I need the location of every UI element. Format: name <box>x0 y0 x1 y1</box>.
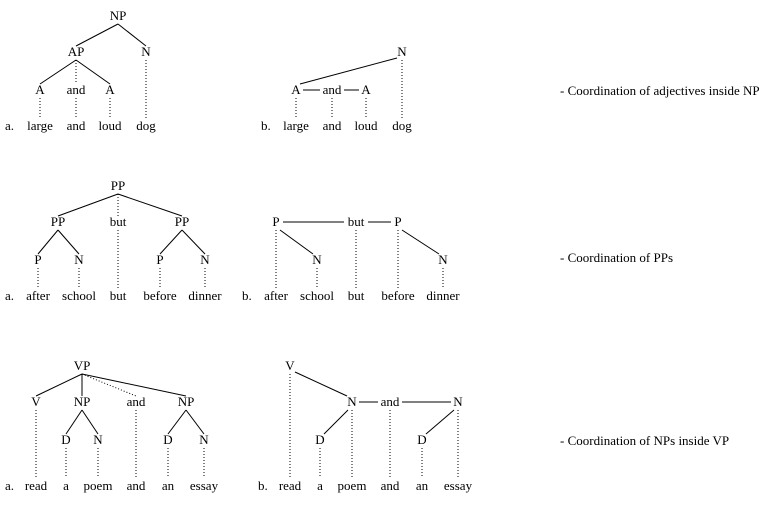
row2b-leaf-after: after <box>264 288 288 303</box>
row3b-N-left: N <box>347 394 357 409</box>
row3-caption: - Coordination of NPs inside VP <box>560 433 729 448</box>
row2a-leaf-dinner: dinner <box>188 288 222 303</box>
row3b-N-right: N <box>453 394 463 409</box>
row2-caption: - Coordination of PPs <box>560 250 673 265</box>
row2b-leaf-before: before <box>381 288 414 303</box>
row2b-leaf-but: but <box>348 288 365 303</box>
row2b-leaf-school: school <box>300 288 334 303</box>
row2a-leaf-after: after <box>26 288 50 303</box>
row2b-leaf-dinner: dinner <box>426 288 460 303</box>
row3a-D-left: D <box>61 432 70 447</box>
row3-tree-a: a. read a poem and an essay D N D N V NP… <box>5 358 219 493</box>
row2a-PP-root: PP <box>111 178 125 193</box>
row1b-and-mid: and <box>323 82 342 97</box>
row2a-leaf-but: but <box>110 288 127 303</box>
row1-tree-a: a. large and loud dog A and A AP N NP <box>5 8 156 133</box>
row2b-P-left: P <box>272 214 279 229</box>
row1a-NP-root: NP <box>110 8 127 23</box>
row2a-but-mid: but <box>110 214 127 229</box>
row3a-VP-root: VP <box>74 358 91 373</box>
row3a-leaf-read: read <box>25 478 48 493</box>
row1b-leaf-large: large <box>283 118 309 133</box>
row3-prefix-b: b. <box>258 478 268 493</box>
row3b-leaf-essay: essay <box>444 478 473 493</box>
row3b-leaf-read: read <box>279 478 302 493</box>
row3-prefix-a: a. <box>5 478 14 493</box>
row1-prefix-a: a. <box>5 118 14 133</box>
row2-tree-b: b. after school but before dinner N N P … <box>242 214 460 303</box>
row1a-N-top: N <box>141 44 151 59</box>
row3a-N-right: N <box>199 432 209 447</box>
row2b-N-left: N <box>312 252 322 267</box>
row2b-N-right: N <box>438 252 448 267</box>
row3a-leaf-and: and <box>127 478 146 493</box>
row3b-leaf-a: a <box>317 478 323 493</box>
row3b-D-right: D <box>417 432 426 447</box>
row3a-leaf-essay: essay <box>190 478 219 493</box>
row3b-V: V <box>285 358 295 373</box>
row1a-and-mid: and <box>67 82 86 97</box>
row3a-NP-left: NP <box>74 394 91 409</box>
row3a-leaf-poem: poem <box>84 478 113 493</box>
row1-caption: - Coordination of adjectives inside NP <box>560 83 760 98</box>
row3a-D-right: D <box>163 432 172 447</box>
row1b-leaf-and: and <box>323 118 342 133</box>
row3a-N-left: N <box>93 432 103 447</box>
row1-prefix-b: b. <box>261 118 271 133</box>
row3a-and-mid: and <box>127 394 146 409</box>
row1b-leaf-loud: loud <box>354 118 378 133</box>
row1a-leaf-loud: loud <box>98 118 122 133</box>
row1a-leaf-large: large <box>27 118 53 133</box>
row2b-P-right: P <box>394 214 401 229</box>
row1b-A-left: A <box>291 82 301 97</box>
row2a-PP-right: PP <box>175 214 189 229</box>
row2a-PP-left: PP <box>51 214 65 229</box>
row3b-D-left: D <box>315 432 324 447</box>
row3b-leaf-and: and <box>381 478 400 493</box>
row1b-N-top: N <box>397 44 407 59</box>
row3a-leaf-a: a <box>63 478 69 493</box>
row2a-N-left: N <box>74 252 84 267</box>
row1-tree-b: b. large and loud dog A and A N <box>261 44 412 133</box>
row1b-A-right: A <box>361 82 371 97</box>
row3b-leaf-an: an <box>416 478 429 493</box>
row1a-AP: AP <box>68 44 85 59</box>
row1a-leaf-and: and <box>67 118 86 133</box>
row1b-leaf-dog: dog <box>392 118 412 133</box>
row1a-A-right: A <box>105 82 115 97</box>
row2a-P-left: P <box>34 252 41 267</box>
row2-prefix-a: a. <box>5 288 14 303</box>
row3a-NP-right: NP <box>178 394 195 409</box>
row1a-leaf-dog: dog <box>136 118 156 133</box>
row2a-leaf-school: school <box>62 288 96 303</box>
row2b-but-mid: but <box>348 214 365 229</box>
row3a-leaf-an: an <box>162 478 175 493</box>
row2-tree-a: a. after school but before dinner P N P … <box>5 178 222 303</box>
row2-prefix-b: b. <box>242 288 252 303</box>
row3b-and-mid: and <box>381 394 400 409</box>
row3b-leaf-poem: poem <box>338 478 367 493</box>
row2a-N-right: N <box>200 252 210 267</box>
figure-canvas: a. large and loud dog A and A AP N NP b.… <box>0 0 772 514</box>
row2a-leaf-before: before <box>143 288 176 303</box>
row3-tree-b: b. read a poem and an essay D D N and N … <box>258 358 473 493</box>
row2a-P-right: P <box>156 252 163 267</box>
